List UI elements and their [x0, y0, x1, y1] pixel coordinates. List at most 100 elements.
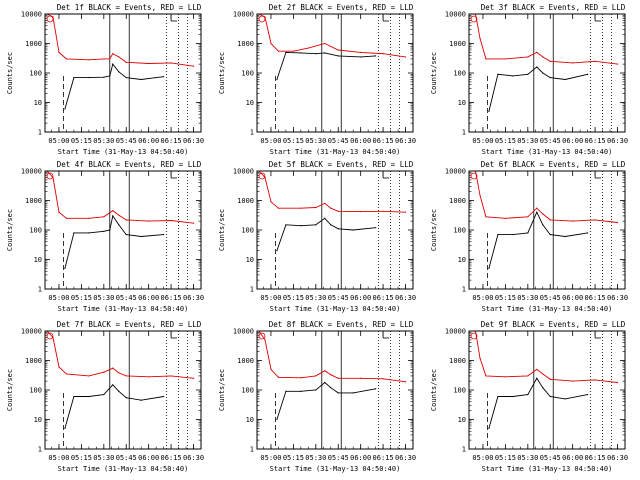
x-tick-label: 05:00 — [260, 294, 281, 302]
y-tick-label: 1000 — [25, 40, 42, 48]
lld-series-line — [471, 14, 618, 65]
x-tick-label: 06:00 — [138, 137, 159, 145]
events-data-point — [118, 224, 120, 226]
start-marker-circle — [258, 15, 266, 23]
chart-title: Det 1f BLACK = Events, RED = LLD — [57, 3, 202, 12]
y-tick-label: 1 — [250, 129, 254, 137]
events-series-line — [64, 214, 164, 269]
y-tick-label: 1000 — [449, 40, 466, 48]
lld-data-point — [337, 49, 339, 51]
events-data-point — [587, 232, 589, 234]
events-data-point — [497, 233, 499, 236]
events-data-point — [352, 229, 354, 231]
y-axis-label: Counts/sec — [430, 209, 438, 251]
chart-panel-5: Det 5f BLACK = Events, RED = LLD Counts/s… — [218, 160, 416, 313]
events-data-point — [360, 56, 362, 58]
x-tick-label: 05:45 — [116, 454, 137, 462]
lld-data-point — [112, 53, 114, 55]
x-tick-label: 06:15 — [373, 454, 394, 462]
plot-frame — [44, 170, 202, 290]
y-tick-label: 1000 — [237, 357, 254, 365]
events-data-point — [163, 76, 165, 78]
x-tick-label: 06:00 — [350, 454, 371, 462]
y-tick-label: 10000 — [233, 11, 254, 19]
events-data-point — [140, 399, 142, 401]
lld-data-point — [536, 51, 538, 53]
x-tick-label: 06:00 — [562, 294, 583, 302]
vertical-markers — [487, 14, 612, 132]
x-axis-label: Start Time (31-May-13 04:50:40) — [58, 148, 189, 156]
start-marker-circle — [258, 332, 266, 340]
events-data-point — [549, 76, 551, 79]
lld-data-point — [479, 357, 481, 359]
y-tick-label: 1 — [462, 129, 466, 137]
events-data-point — [140, 78, 142, 81]
x-tick-label: 05:15 — [71, 454, 92, 462]
lld-data-point — [300, 207, 302, 209]
y-tick-label: 10000 — [21, 11, 42, 19]
events-data-point — [564, 398, 566, 400]
y-axis-label: Counts/sec — [6, 369, 14, 411]
events-data-point — [88, 395, 90, 398]
events-data-point — [497, 73, 499, 75]
vertical-markers — [275, 14, 400, 132]
y-axis-label: Counts/sec — [218, 369, 226, 411]
x-tick-label: 05:15 — [495, 294, 516, 302]
lld-data-point — [148, 376, 150, 378]
y-axis-label: Counts/sec — [6, 209, 14, 251]
lld-data-point — [148, 62, 150, 65]
x-tick-label: 05:30 — [517, 294, 538, 302]
plot-frame — [256, 13, 414, 133]
x-tick-label: 06:00 — [350, 294, 371, 302]
x-tick-label: 05:00 — [472, 137, 493, 145]
x-tick-label: 05:15 — [71, 294, 92, 302]
lld-data-point — [300, 377, 302, 379]
lld-data-point — [65, 373, 68, 375]
start-marker-circle — [470, 332, 478, 340]
x-tick-label: 06:15 — [161, 454, 182, 462]
lld-data-point — [360, 51, 362, 53]
events-data-point — [536, 66, 538, 68]
lld-data-point — [315, 375, 317, 377]
y-tick-label: 10000 — [445, 11, 466, 19]
plot-frame — [256, 170, 414, 290]
x-tick-label: 05:30 — [93, 294, 114, 302]
events-data-point — [549, 395, 551, 398]
events-data-point — [587, 73, 589, 75]
events-data-point — [285, 51, 287, 53]
events-data-point — [88, 76, 90, 79]
y-tick-label: 10 — [34, 416, 42, 424]
lld-data-point — [542, 373, 544, 375]
events-data-point — [73, 76, 75, 79]
events-data-point — [276, 418, 278, 421]
lld-data-point — [324, 42, 326, 45]
lld-data-point — [270, 368, 272, 370]
x-tick-label: 06:15 — [373, 294, 394, 302]
events-data-point — [112, 215, 114, 217]
start-marker-circle — [46, 332, 54, 340]
y-tick-label: 1 — [38, 129, 42, 137]
lld-data-point — [404, 211, 407, 213]
lld-data-point — [542, 56, 544, 58]
lld-data-point — [270, 42, 272, 45]
x-tick-label: 06:30 — [183, 454, 204, 462]
y-tick-label: 1000 — [25, 357, 42, 365]
x-tick-label: 05:15 — [71, 137, 92, 145]
x-tick-label: 05:30 — [305, 454, 326, 462]
events-series-line — [276, 51, 376, 80]
events-data-point — [300, 390, 302, 392]
x-tick-label: 05:00 — [260, 454, 281, 462]
lld-data-point — [485, 375, 487, 377]
y-tick-label: 100 — [29, 227, 42, 235]
x-tick-label: 05:15 — [495, 137, 516, 145]
y-tick-label: 100 — [453, 70, 466, 78]
events-data-point — [564, 78, 566, 81]
x-tick-label: 06:00 — [138, 454, 159, 462]
events-data-point — [488, 267, 490, 269]
vertical-markers — [63, 331, 188, 449]
events-data-point — [103, 76, 105, 78]
plot-frame — [256, 330, 414, 450]
events-data-point — [112, 384, 114, 386]
lld-data-point — [360, 211, 362, 213]
lld-data-point — [616, 221, 619, 224]
